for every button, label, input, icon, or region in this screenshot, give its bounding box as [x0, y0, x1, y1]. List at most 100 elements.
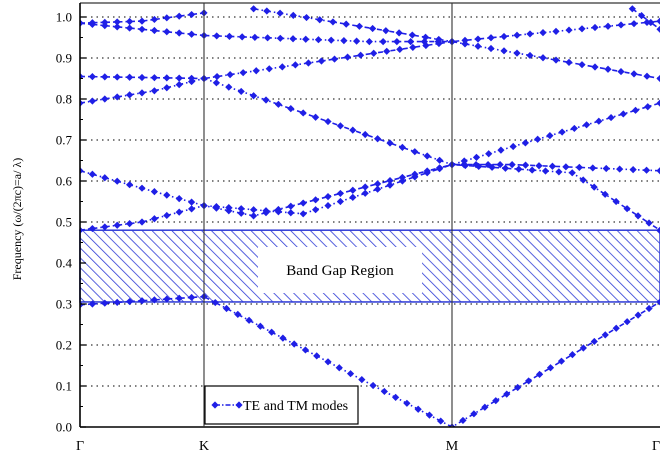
- data-point: [126, 24, 134, 32]
- data-point: [604, 22, 612, 30]
- data-point: [138, 184, 146, 192]
- data-point: [421, 33, 430, 41]
- data-point: [539, 29, 547, 37]
- data-point: [263, 7, 271, 15]
- data-point: [370, 49, 378, 57]
- data-point: [558, 128, 566, 136]
- data-point: [126, 91, 134, 99]
- data-point: [656, 99, 660, 107]
- data-point: [225, 207, 233, 215]
- data-point: [407, 38, 415, 46]
- data-point: [358, 375, 366, 384]
- data-point: [528, 166, 536, 174]
- data-point: [250, 212, 258, 220]
- data-point: [475, 162, 483, 171]
- data-point: [213, 32, 221, 40]
- data-point: [508, 161, 516, 169]
- data-point: [263, 34, 272, 42]
- data-point: [557, 357, 566, 365]
- data-point: [634, 212, 642, 220]
- data-point: [126, 73, 134, 81]
- data-point: [628, 5, 636, 13]
- data-point: [101, 18, 109, 26]
- data-point: [623, 318, 631, 326]
- band-line: [631, 8, 660, 30]
- band-line: [80, 295, 660, 427]
- data-point: [546, 364, 555, 372]
- data-point: [590, 183, 598, 191]
- data-point: [175, 195, 183, 203]
- data-point: [324, 117, 332, 126]
- data-point: [336, 122, 344, 130]
- data-point: [188, 293, 196, 302]
- data-point: [642, 166, 651, 174]
- data-point: [138, 218, 146, 226]
- data-point: [474, 42, 482, 50]
- data-point: [526, 30, 534, 38]
- band-series: [80, 74, 660, 169]
- data-point: [329, 18, 337, 26]
- data-point: [509, 142, 517, 151]
- data-point: [460, 157, 468, 165]
- band-line: [253, 8, 453, 43]
- data-point: [225, 32, 234, 40]
- y-tick-label: 0.6: [56, 174, 73, 189]
- data-point: [630, 20, 638, 28]
- data-point: [276, 9, 284, 17]
- data-point: [336, 197, 344, 206]
- data-point: [414, 405, 422, 413]
- data-point: [656, 298, 660, 306]
- data-point: [403, 399, 411, 407]
- data-point: [113, 18, 121, 26]
- data-point: [565, 26, 573, 34]
- data-point: [278, 63, 286, 71]
- data-point: [474, 35, 482, 43]
- data-point: [330, 55, 339, 63]
- data-point: [163, 191, 171, 199]
- data-point: [411, 148, 419, 156]
- data-point: [289, 11, 297, 19]
- data-point: [521, 161, 530, 169]
- data-point: [262, 209, 270, 217]
- y-tick-label: 0.9: [56, 51, 72, 66]
- data-point: [570, 124, 578, 133]
- band-line: [80, 77, 660, 166]
- data-point: [342, 20, 350, 28]
- legend-label: TE and TM modes: [243, 399, 348, 414]
- data-point: [374, 180, 382, 188]
- data-point: [304, 59, 313, 67]
- data-point: [423, 152, 431, 160]
- data-point: [515, 165, 523, 173]
- data-point: [470, 410, 478, 418]
- data-point: [568, 169, 576, 177]
- band-line: [80, 40, 660, 80]
- data-point: [562, 163, 570, 171]
- data-point: [324, 193, 332, 201]
- gridlines: [80, 16, 660, 387]
- data-point: [188, 74, 196, 82]
- band-series: [80, 161, 660, 220]
- data-point: [436, 164, 444, 172]
- data-point: [237, 205, 245, 213]
- data-point: [287, 105, 295, 113]
- x-tick-label: K: [199, 439, 209, 454]
- data-point: [268, 328, 276, 336]
- data-point: [150, 188, 158, 196]
- data-point: [80, 226, 84, 234]
- data-point: [604, 65, 612, 73]
- data-point: [357, 51, 365, 59]
- data-point: [379, 38, 387, 46]
- data-point: [513, 31, 521, 39]
- data-point: [500, 47, 508, 55]
- y-tick-label: 0.8: [56, 92, 72, 107]
- y-tick-label: 0.1: [56, 379, 72, 394]
- band-series: [80, 161, 660, 234]
- data-point: [513, 49, 521, 57]
- data-point: [361, 189, 369, 197]
- data-point: [175, 294, 183, 302]
- data-point: [237, 87, 245, 96]
- data-point: [317, 57, 326, 65]
- data-point: [496, 161, 504, 169]
- data-point: [349, 126, 357, 134]
- data-point: [312, 206, 320, 214]
